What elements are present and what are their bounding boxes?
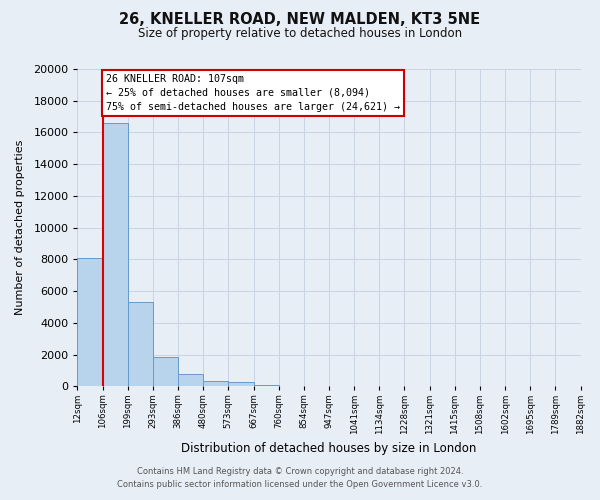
- Bar: [254, 385, 278, 386]
- Bar: [77, 258, 103, 386]
- Text: Size of property relative to detached houses in London: Size of property relative to detached ho…: [138, 28, 462, 40]
- Bar: [128, 302, 153, 386]
- Bar: [103, 123, 128, 386]
- Bar: [229, 382, 254, 386]
- Text: Contains HM Land Registry data © Crown copyright and database right 2024.
Contai: Contains HM Land Registry data © Crown c…: [118, 467, 482, 489]
- Text: 26 KNELLER ROAD: 107sqm
← 25% of detached houses are smaller (8,094)
75% of semi: 26 KNELLER ROAD: 107sqm ← 25% of detache…: [106, 74, 400, 112]
- X-axis label: Distribution of detached houses by size in London: Distribution of detached houses by size …: [181, 442, 476, 455]
- Bar: [153, 357, 178, 386]
- Y-axis label: Number of detached properties: Number of detached properties: [15, 140, 25, 316]
- Text: 26, KNELLER ROAD, NEW MALDEN, KT3 5NE: 26, KNELLER ROAD, NEW MALDEN, KT3 5NE: [119, 12, 481, 28]
- Bar: [178, 374, 203, 386]
- Bar: [203, 382, 229, 386]
